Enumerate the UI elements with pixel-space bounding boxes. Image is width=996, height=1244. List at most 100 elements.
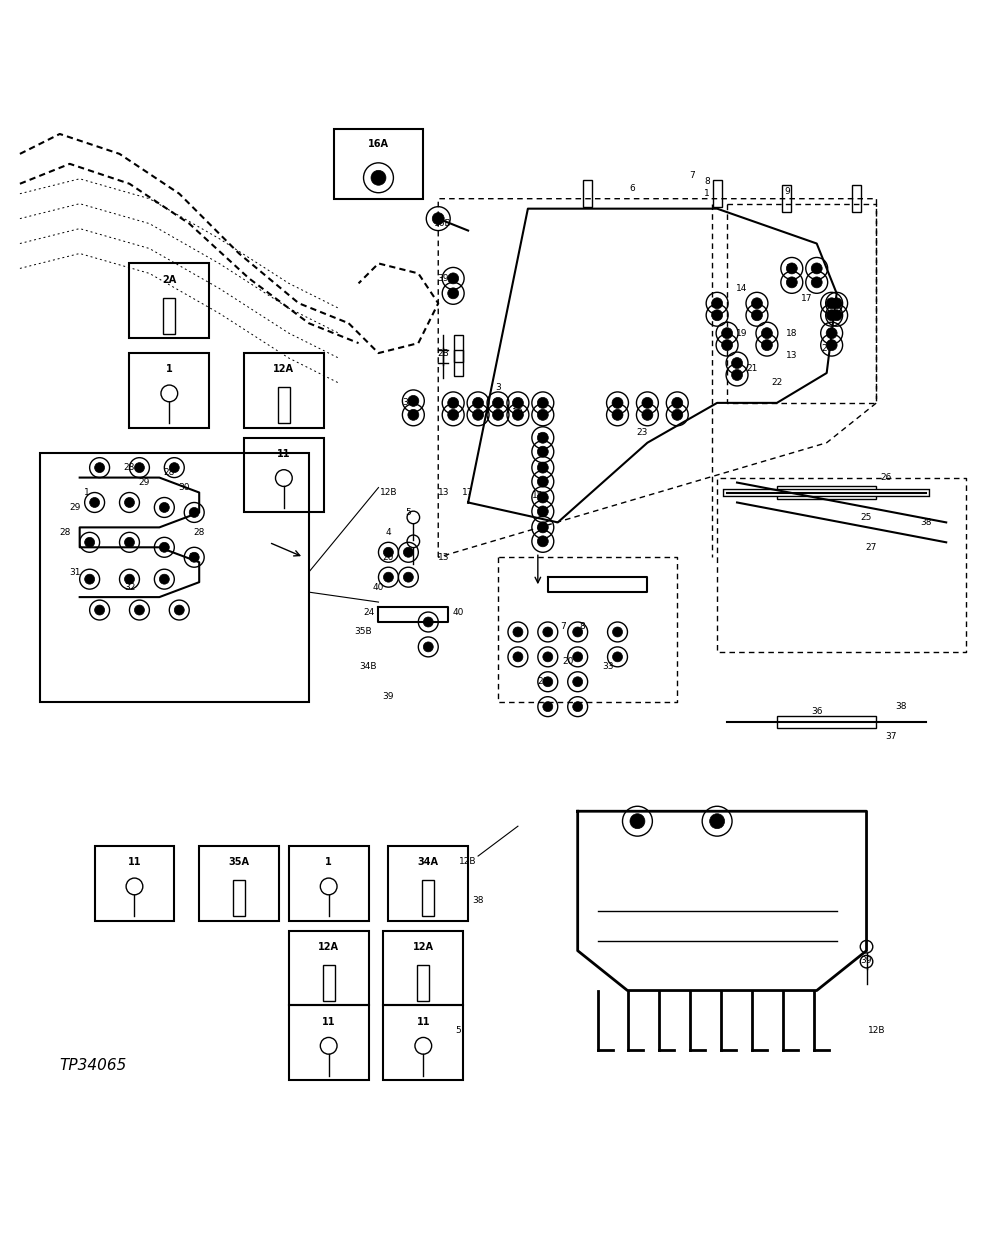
Circle shape xyxy=(827,340,837,351)
Text: 29: 29 xyxy=(69,503,81,513)
Circle shape xyxy=(612,409,623,420)
Circle shape xyxy=(383,547,393,557)
Circle shape xyxy=(831,310,843,321)
Text: 3: 3 xyxy=(495,383,501,392)
Text: 11: 11 xyxy=(322,1016,336,1026)
Bar xyxy=(289,931,369,1005)
Text: 20: 20 xyxy=(537,677,549,687)
Circle shape xyxy=(752,310,763,321)
Text: 24: 24 xyxy=(363,607,374,617)
Text: 37: 37 xyxy=(885,731,897,741)
Circle shape xyxy=(538,409,548,420)
Bar xyxy=(454,335,462,362)
Circle shape xyxy=(189,552,199,562)
Bar xyxy=(323,965,335,1001)
Circle shape xyxy=(762,340,773,351)
Circle shape xyxy=(573,702,583,712)
Bar xyxy=(454,350,462,377)
Circle shape xyxy=(448,272,458,284)
Text: 16B: 16B xyxy=(434,219,452,228)
Circle shape xyxy=(613,627,622,637)
Circle shape xyxy=(543,627,553,637)
Text: 13: 13 xyxy=(437,488,449,498)
Circle shape xyxy=(95,463,105,473)
Circle shape xyxy=(711,297,722,309)
Circle shape xyxy=(472,409,484,420)
Text: 5: 5 xyxy=(405,508,411,518)
Circle shape xyxy=(731,369,742,381)
Text: 12B: 12B xyxy=(868,1026,885,1035)
Text: 40: 40 xyxy=(373,582,384,592)
Text: 34A: 34A xyxy=(417,857,439,867)
Circle shape xyxy=(538,506,548,518)
Text: 13: 13 xyxy=(786,351,798,360)
Circle shape xyxy=(159,542,169,552)
Circle shape xyxy=(423,617,433,627)
Bar xyxy=(383,1005,463,1080)
Bar xyxy=(388,846,468,921)
Circle shape xyxy=(538,462,548,473)
Text: 35B: 35B xyxy=(355,627,373,637)
Bar xyxy=(199,846,279,921)
Text: 13: 13 xyxy=(437,552,449,562)
Circle shape xyxy=(762,327,773,338)
Circle shape xyxy=(787,262,797,274)
Text: 25: 25 xyxy=(861,513,872,522)
Circle shape xyxy=(573,677,583,687)
Text: 14: 14 xyxy=(537,463,549,473)
Text: 35A: 35A xyxy=(228,857,250,867)
Bar xyxy=(777,715,876,728)
Bar xyxy=(334,129,423,199)
Text: 36: 36 xyxy=(811,707,823,717)
Circle shape xyxy=(752,297,763,309)
Circle shape xyxy=(721,340,732,351)
Circle shape xyxy=(159,575,169,585)
Text: 28: 28 xyxy=(193,527,205,537)
Text: 7: 7 xyxy=(560,622,566,632)
Text: 14: 14 xyxy=(736,284,748,292)
Text: 11: 11 xyxy=(127,857,141,867)
Text: 11: 11 xyxy=(277,449,291,459)
Text: 8: 8 xyxy=(580,622,586,632)
Circle shape xyxy=(492,409,504,420)
Text: 18: 18 xyxy=(786,328,798,337)
Circle shape xyxy=(423,642,433,652)
Circle shape xyxy=(403,572,413,582)
Bar xyxy=(278,387,290,423)
Text: 38: 38 xyxy=(895,702,907,712)
Text: 38: 38 xyxy=(920,518,932,527)
Text: 28: 28 xyxy=(163,468,175,478)
Circle shape xyxy=(448,409,458,420)
Circle shape xyxy=(95,605,105,615)
Bar xyxy=(783,185,792,213)
Circle shape xyxy=(134,463,144,473)
Text: 39: 39 xyxy=(402,398,414,407)
Bar xyxy=(233,881,245,917)
Circle shape xyxy=(711,310,722,321)
Circle shape xyxy=(383,572,393,582)
Circle shape xyxy=(134,605,144,615)
Circle shape xyxy=(672,397,683,408)
Circle shape xyxy=(90,498,100,508)
Text: 4: 4 xyxy=(385,527,391,537)
Circle shape xyxy=(612,397,623,408)
Circle shape xyxy=(174,605,184,615)
Text: 26: 26 xyxy=(880,473,892,483)
Bar xyxy=(289,846,369,921)
Circle shape xyxy=(573,652,583,662)
Bar xyxy=(244,353,324,428)
Text: 1: 1 xyxy=(84,488,90,498)
Circle shape xyxy=(672,409,683,420)
Circle shape xyxy=(169,463,179,473)
Bar xyxy=(163,297,175,333)
Circle shape xyxy=(513,397,524,408)
Text: 32: 32 xyxy=(124,582,135,592)
Circle shape xyxy=(492,397,504,408)
Text: 12A: 12A xyxy=(412,942,434,952)
Bar xyxy=(417,965,429,1001)
Circle shape xyxy=(513,409,524,420)
Circle shape xyxy=(538,536,548,547)
Text: 33: 33 xyxy=(602,662,614,672)
Circle shape xyxy=(709,814,724,829)
Circle shape xyxy=(827,310,837,321)
